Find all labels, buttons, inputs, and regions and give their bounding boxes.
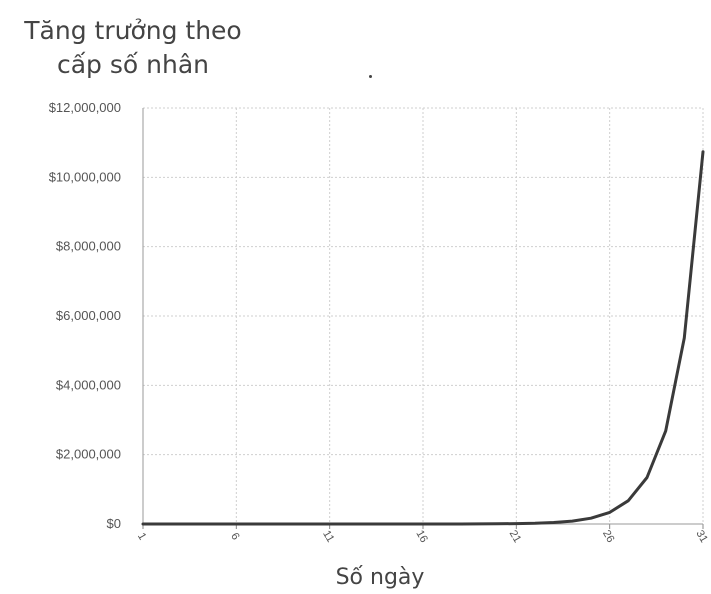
chart-title-line-1: Tăng trưởng theo [24,16,242,45]
x-tick-label: 31 [693,528,710,545]
x-tick-label: 1 [135,531,148,542]
x-tick-label: 21 [507,528,524,545]
x-tick-label: 16 [413,528,430,545]
x-tick-label: 6 [228,531,241,542]
x-axis-label: Số ngày [335,565,425,590]
y-tick-label: $6,000,000 [56,308,121,323]
y-tick-label: $0 [107,516,121,531]
y-tick-label: $10,000,000 [49,169,121,184]
x-tick-label: 26 [600,528,617,545]
y-tick-label: $2,000,000 [56,447,121,462]
x-tick-label: 11 [320,529,336,545]
y-tick-label: $4,000,000 [56,377,121,392]
chart-title: Tăng trưởng theo cấp số nhân [8,14,258,82]
stray-dot [369,75,372,78]
y-tick-label: $12,000,000 [49,100,121,115]
chart-title-line-2: cấp số nhân [56,50,209,79]
y-tick-label: $8,000,000 [56,239,121,254]
series-line [141,150,705,526]
